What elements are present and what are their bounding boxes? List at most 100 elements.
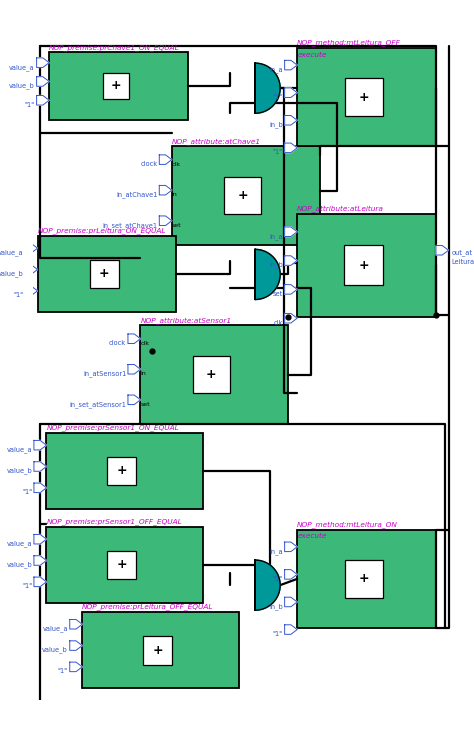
FancyBboxPatch shape <box>143 635 172 664</box>
Polygon shape <box>34 462 46 472</box>
Text: "1": "1" <box>13 292 23 298</box>
FancyBboxPatch shape <box>297 530 436 628</box>
Text: "1": "1" <box>25 102 35 108</box>
FancyBboxPatch shape <box>297 213 436 317</box>
FancyBboxPatch shape <box>46 433 203 509</box>
Text: NOP_method:mtLeitura_ON: NOP_method:mtLeitura_ON <box>297 521 398 528</box>
Polygon shape <box>34 534 46 544</box>
Text: +: + <box>116 464 127 477</box>
Text: set: set <box>273 291 283 297</box>
Text: +: + <box>358 573 369 585</box>
Polygon shape <box>34 577 46 587</box>
Text: value_a: value_a <box>7 540 32 547</box>
Text: Leitura: Leitura <box>451 259 474 265</box>
Text: "1": "1" <box>273 149 283 155</box>
Text: in_a: in_a <box>269 548 283 555</box>
Polygon shape <box>436 246 448 255</box>
Polygon shape <box>285 314 297 323</box>
Polygon shape <box>34 441 46 450</box>
Polygon shape <box>128 334 140 343</box>
Text: +: + <box>206 368 217 382</box>
Text: clk: clk <box>172 162 181 167</box>
FancyBboxPatch shape <box>193 356 230 393</box>
FancyBboxPatch shape <box>345 560 383 598</box>
Polygon shape <box>70 662 82 672</box>
Polygon shape <box>285 88 297 97</box>
Text: value_b: value_b <box>6 468 32 475</box>
Text: in_a: in_a <box>269 232 283 240</box>
Text: value_b: value_b <box>42 646 68 653</box>
FancyBboxPatch shape <box>46 527 203 603</box>
Polygon shape <box>25 265 37 275</box>
Polygon shape <box>285 597 297 607</box>
Text: value_b: value_b <box>0 271 23 277</box>
FancyBboxPatch shape <box>140 325 288 424</box>
Text: "1": "1" <box>22 583 32 590</box>
Text: "1": "1" <box>273 576 283 582</box>
Text: in_atSensor1: in_atSensor1 <box>83 370 126 377</box>
Text: +: + <box>358 258 369 272</box>
Text: +: + <box>237 189 248 202</box>
Text: in_b: in_b <box>269 262 283 269</box>
Polygon shape <box>36 77 49 86</box>
Text: in: in <box>140 371 146 376</box>
Polygon shape <box>128 395 140 404</box>
Polygon shape <box>285 542 297 551</box>
Text: value_b: value_b <box>9 83 35 89</box>
Polygon shape <box>36 58 49 67</box>
Polygon shape <box>255 63 280 113</box>
Polygon shape <box>159 216 172 226</box>
Text: set: set <box>172 223 182 228</box>
Text: set: set <box>140 401 150 407</box>
Text: NOP_method:mtLeitura_OFF: NOP_method:mtLeitura_OFF <box>297 39 401 46</box>
Text: in_set_atChave1: in_set_atChave1 <box>102 222 157 229</box>
Polygon shape <box>255 560 280 610</box>
Polygon shape <box>285 625 297 635</box>
FancyBboxPatch shape <box>344 246 383 285</box>
Text: value_a: value_a <box>9 63 35 71</box>
Text: clk: clk <box>140 341 149 345</box>
Text: NOP_premise:prSensor1_ON_EQUAL: NOP_premise:prSensor1_ON_EQUAL <box>46 424 179 431</box>
Text: +: + <box>358 91 369 103</box>
Polygon shape <box>70 619 82 629</box>
Polygon shape <box>285 143 297 153</box>
Polygon shape <box>285 61 297 70</box>
Text: NOP_attribute:atLeitura: NOP_attribute:atLeitura <box>297 205 384 212</box>
Text: NOP_attribute:atChave1: NOP_attribute:atChave1 <box>172 138 261 145</box>
Polygon shape <box>128 365 140 374</box>
FancyBboxPatch shape <box>345 78 383 116</box>
Text: value_a: value_a <box>7 446 32 453</box>
Text: NOP_premise:prSensor1_OFF_EQUAL: NOP_premise:prSensor1_OFF_EQUAL <box>46 518 182 525</box>
Text: clk: clk <box>273 320 283 325</box>
Text: clock: clock <box>140 161 157 167</box>
Polygon shape <box>34 483 46 492</box>
Text: clock: clock <box>109 340 126 346</box>
Text: +: + <box>116 559 127 571</box>
Text: "1": "1" <box>273 631 283 637</box>
Text: NOP_premise:prLeitura_OFF_EQUAL: NOP_premise:prLeitura_OFF_EQUAL <box>82 604 214 610</box>
Polygon shape <box>159 185 172 195</box>
Polygon shape <box>285 570 297 579</box>
Polygon shape <box>285 227 297 236</box>
Polygon shape <box>36 95 49 105</box>
Text: "1": "1" <box>22 489 32 495</box>
FancyBboxPatch shape <box>107 551 136 579</box>
Text: in_a: in_a <box>269 66 283 73</box>
FancyBboxPatch shape <box>107 457 136 486</box>
Polygon shape <box>25 244 37 253</box>
Text: "1": "1" <box>273 94 283 100</box>
Text: +: + <box>152 644 163 657</box>
Text: NOP_premise:prLeitura_ON_EQUAL: NOP_premise:prLeitura_ON_EQUAL <box>37 227 166 234</box>
Polygon shape <box>285 285 297 294</box>
FancyBboxPatch shape <box>82 612 239 688</box>
Text: "1": "1" <box>58 669 68 675</box>
Text: NOP_attribute:atSensor1: NOP_attribute:atSensor1 <box>140 317 232 324</box>
Text: in: in <box>172 192 178 197</box>
Polygon shape <box>285 115 297 125</box>
Polygon shape <box>25 286 37 296</box>
Text: in_b: in_b <box>269 603 283 610</box>
FancyBboxPatch shape <box>172 146 319 245</box>
FancyBboxPatch shape <box>49 52 188 120</box>
Text: in_atChave1: in_atChave1 <box>116 191 157 198</box>
FancyBboxPatch shape <box>224 177 262 214</box>
